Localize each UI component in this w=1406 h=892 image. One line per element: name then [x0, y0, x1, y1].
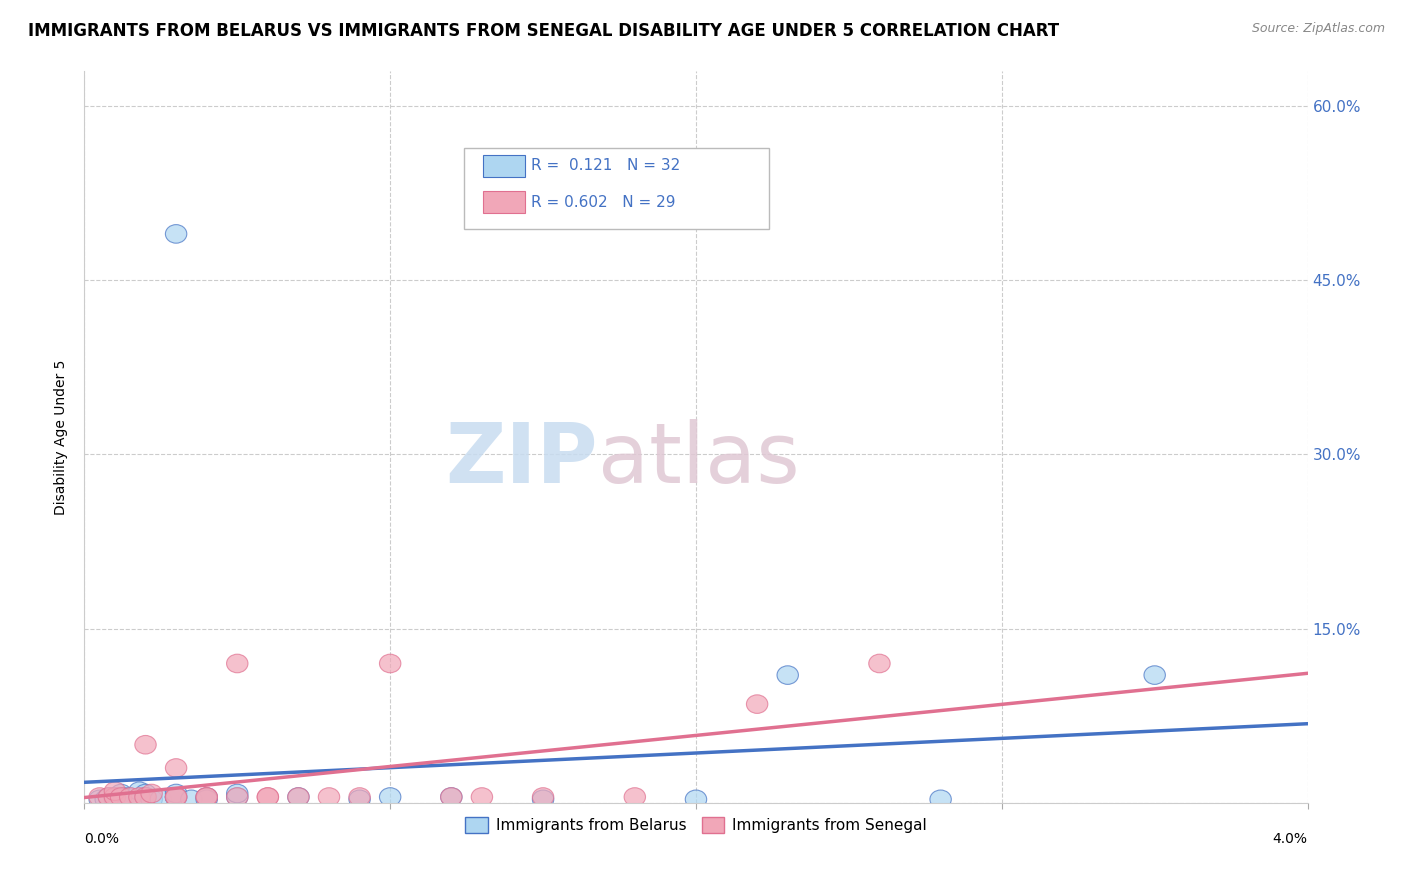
Ellipse shape [195, 790, 218, 809]
Ellipse shape [226, 788, 247, 806]
Text: atlas: atlas [598, 418, 800, 500]
Ellipse shape [89, 790, 110, 809]
Ellipse shape [166, 788, 187, 806]
Ellipse shape [166, 788, 187, 806]
Ellipse shape [141, 790, 162, 809]
Ellipse shape [195, 788, 218, 806]
Legend: Immigrants from Belarus, Immigrants from Senegal: Immigrants from Belarus, Immigrants from… [458, 811, 934, 839]
Text: 4.0%: 4.0% [1272, 832, 1308, 846]
Text: R = 0.602   N = 29: R = 0.602 N = 29 [531, 194, 675, 210]
Ellipse shape [129, 788, 150, 806]
Ellipse shape [471, 788, 492, 806]
Ellipse shape [226, 784, 247, 803]
Ellipse shape [380, 654, 401, 673]
Ellipse shape [129, 782, 150, 800]
Ellipse shape [288, 788, 309, 806]
FancyBboxPatch shape [484, 191, 524, 213]
Text: 0.0%: 0.0% [84, 832, 120, 846]
Text: Source: ZipAtlas.com: Source: ZipAtlas.com [1251, 22, 1385, 36]
Y-axis label: Disability Age Under 5: Disability Age Under 5 [55, 359, 69, 515]
Ellipse shape [141, 784, 162, 803]
Ellipse shape [166, 784, 187, 803]
Ellipse shape [440, 788, 463, 806]
Ellipse shape [135, 788, 156, 806]
Ellipse shape [98, 788, 120, 806]
Ellipse shape [1144, 665, 1166, 684]
Ellipse shape [89, 788, 110, 806]
Ellipse shape [685, 790, 707, 809]
FancyBboxPatch shape [484, 154, 524, 177]
Ellipse shape [166, 788, 187, 806]
Ellipse shape [624, 788, 645, 806]
Ellipse shape [257, 788, 278, 806]
Ellipse shape [104, 790, 125, 809]
Ellipse shape [533, 790, 554, 809]
Ellipse shape [380, 788, 401, 806]
Ellipse shape [288, 788, 309, 806]
Ellipse shape [257, 788, 278, 806]
Text: ZIP: ZIP [446, 418, 598, 500]
Ellipse shape [747, 695, 768, 714]
Ellipse shape [104, 782, 125, 800]
Ellipse shape [166, 225, 187, 244]
Ellipse shape [226, 788, 247, 806]
Ellipse shape [135, 788, 156, 806]
Ellipse shape [226, 654, 247, 673]
Ellipse shape [110, 784, 132, 803]
FancyBboxPatch shape [464, 148, 769, 228]
Ellipse shape [150, 790, 172, 809]
Ellipse shape [778, 665, 799, 684]
Ellipse shape [166, 788, 187, 806]
Ellipse shape [195, 788, 218, 806]
Ellipse shape [98, 788, 120, 806]
Ellipse shape [135, 784, 156, 803]
Ellipse shape [96, 790, 117, 809]
Ellipse shape [195, 788, 218, 806]
Ellipse shape [120, 788, 141, 806]
Ellipse shape [114, 788, 135, 806]
Ellipse shape [533, 788, 554, 806]
Ellipse shape [135, 736, 156, 754]
Text: IMMIGRANTS FROM BELARUS VS IMMIGRANTS FROM SENEGAL DISABILITY AGE UNDER 5 CORREL: IMMIGRANTS FROM BELARUS VS IMMIGRANTS FR… [28, 22, 1059, 40]
Ellipse shape [181, 790, 202, 809]
Ellipse shape [318, 788, 340, 806]
Ellipse shape [166, 788, 187, 806]
Ellipse shape [166, 759, 187, 777]
Ellipse shape [104, 788, 125, 806]
Ellipse shape [349, 788, 370, 806]
Ellipse shape [135, 788, 156, 806]
Ellipse shape [440, 788, 463, 806]
Text: R =  0.121   N = 32: R = 0.121 N = 32 [531, 158, 681, 173]
Ellipse shape [104, 788, 125, 806]
Ellipse shape [120, 788, 141, 806]
Ellipse shape [929, 790, 952, 809]
Ellipse shape [869, 654, 890, 673]
Ellipse shape [110, 788, 132, 806]
Ellipse shape [349, 790, 370, 809]
